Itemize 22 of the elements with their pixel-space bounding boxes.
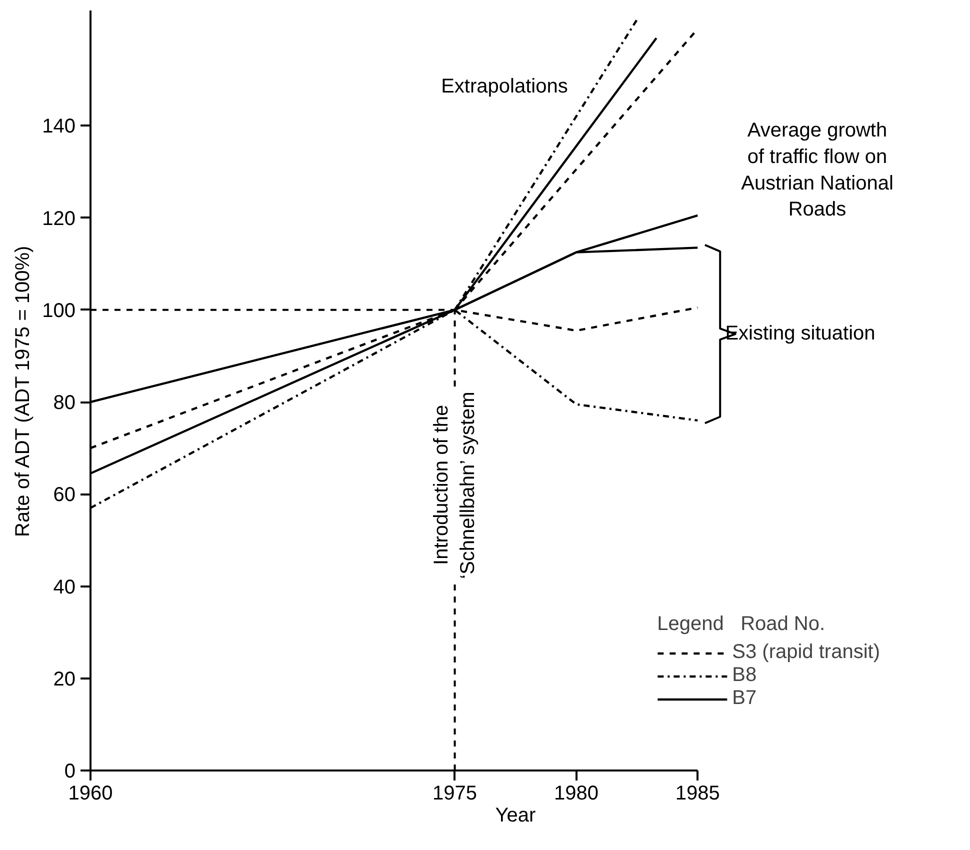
text: Existing situation [725,322,876,344]
y-tick-label: 40 [53,576,76,598]
y-tick-label: 80 [53,392,76,414]
y-tick-label: 120 [42,208,76,230]
legend-title: Legend Road No. [657,613,826,636]
ref-line-label: Introduction of the ‘Schnellbahn’ system [430,392,479,579]
x-tick-label: 1980 [554,782,598,804]
y-tick-label: 140 [42,116,76,138]
x-tick-label: 1960 [68,782,113,804]
y-tick-label: 20 [53,668,76,690]
y-tick-label: 0 [64,760,76,782]
annotation: Extrapolations [441,76,568,98]
y-axis-title: Rate of ADT (ADT 1975 = 100%) [12,246,34,537]
legend-label: S3 (rapid transit) [732,641,880,664]
y-tick-label: 100 [42,300,76,322]
x-tick-label: 1975 [432,782,478,804]
x-tick-label: 1985 [675,782,720,804]
text: Average growth of traffic flow on Austrian National Roads [741,120,894,221]
legend-label: B8 [732,664,757,687]
x-axis-title: Year [495,804,536,826]
legend-label: B7 [732,687,757,710]
y-tick-label: 60 [53,484,76,506]
